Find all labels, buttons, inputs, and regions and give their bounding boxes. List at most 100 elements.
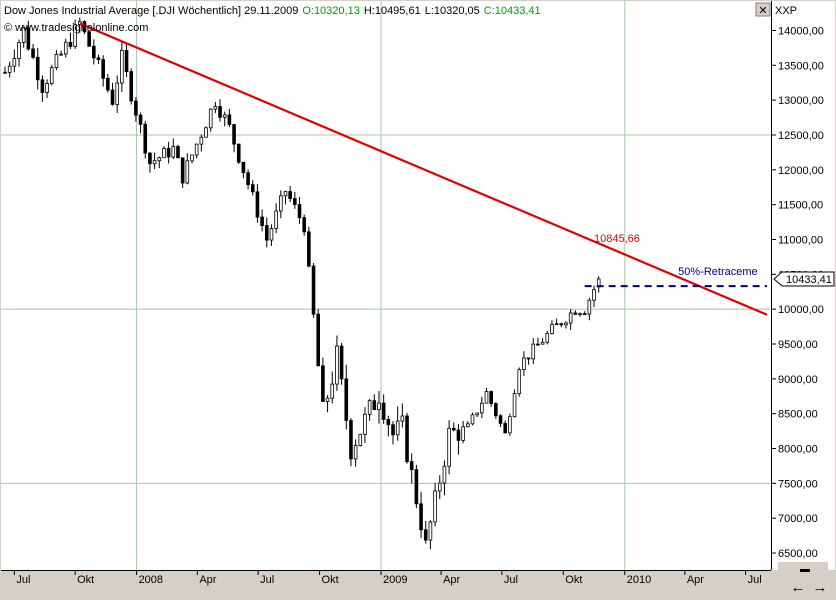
candle-body — [307, 231, 311, 267]
candle-body — [124, 49, 129, 72]
candle-body — [208, 108, 213, 129]
candle-body — [143, 123, 148, 154]
candle-body — [274, 210, 278, 229]
arrow-right-icon: → — [813, 579, 828, 596]
candle-body — [269, 228, 274, 241]
candle-body — [148, 152, 152, 165]
candle-body — [470, 414, 475, 425]
candle-body — [232, 124, 236, 145]
candle-body — [120, 49, 124, 84]
candle-body — [372, 400, 377, 410]
x-tick-label: Jul — [16, 574, 30, 586]
candle-body — [17, 42, 21, 59]
candle-body — [405, 415, 409, 463]
candle-body — [166, 148, 171, 158]
candle-body — [63, 41, 68, 55]
candle-body — [255, 191, 260, 218]
minimize-icon: ▬ — [800, 564, 810, 575]
candle-body — [409, 461, 414, 471]
arrow-left-icon: ← — [791, 579, 806, 596]
candle-body — [260, 216, 264, 226]
x-tick-label: Jul — [504, 574, 518, 586]
candle-body — [564, 322, 568, 326]
candle-body — [522, 357, 526, 371]
candle-body — [536, 343, 540, 346]
candle-body — [283, 191, 288, 197]
candle-body — [12, 58, 17, 67]
y-tick-label: 8000,00 — [778, 444, 818, 456]
candle-body — [227, 114, 232, 125]
scroll-right-button[interactable] — [810, 577, 830, 595]
x-tick-label: Okt — [77, 574, 94, 586]
candle-body — [400, 415, 405, 422]
watermark: © www.tradesignalonline.com — [4, 22, 148, 34]
plot-area[interactable] — [1, 1, 771, 570]
candle-body — [236, 143, 241, 163]
candle-body — [428, 521, 433, 541]
candle-body — [447, 427, 451, 467]
candle-body — [559, 323, 564, 326]
y-tick-label: 11500,00 — [778, 200, 823, 212]
candle-body — [461, 426, 465, 441]
candle-body — [451, 427, 456, 431]
candle-body — [358, 433, 363, 446]
candle-body — [437, 482, 442, 492]
candle-body — [101, 59, 105, 79]
candle-body — [246, 172, 250, 186]
x-tick-label: Okt — [565, 574, 582, 586]
minimize-button[interactable] — [778, 562, 828, 574]
x-tick-label: Apr — [687, 574, 704, 586]
candle-body — [489, 391, 493, 405]
candle-body — [386, 419, 391, 426]
candle-body — [162, 148, 166, 159]
x-tick-label: Jul — [260, 574, 274, 586]
candle-body — [185, 160, 190, 184]
candle-body — [508, 416, 512, 434]
candle-body — [480, 402, 484, 414]
candle-body — [7, 65, 12, 73]
candle-body — [554, 323, 559, 326]
candle-body — [377, 402, 381, 410]
navigation: ▬ ← → — [778, 562, 830, 596]
candle-body — [250, 184, 255, 193]
candle-body — [456, 429, 461, 441]
y-tick-label: 9000,00 — [778, 374, 818, 386]
candle-body — [54, 54, 59, 69]
candle-body — [349, 420, 353, 460]
candle-body — [194, 143, 199, 156]
candle-body — [264, 225, 269, 241]
close-button[interactable] — [755, 2, 771, 17]
y-tick-label: 12000,00 — [778, 165, 824, 177]
candle-body — [391, 424, 395, 436]
last-price-badge: 10433,41 — [773, 271, 835, 287]
y-tick-label: 7000,00 — [778, 513, 818, 525]
retracement-label: 50%-Retraceme — [678, 266, 757, 278]
candle-body — [302, 217, 306, 233]
y-tick-label: 13000,00 — [778, 95, 824, 107]
candle-body — [222, 114, 227, 118]
candle-body — [344, 378, 349, 421]
trendline[interactable] — [79, 22, 768, 316]
candle-body — [176, 146, 180, 159]
x-tick-label: 2010 — [627, 574, 651, 586]
scroll-left-button[interactable] — [788, 577, 808, 595]
candle-body — [433, 490, 437, 523]
candle-body — [68, 41, 73, 47]
close-value: C:10433,41 — [484, 5, 541, 17]
candle-body — [288, 191, 292, 200]
y-tick-label: 6500,00 — [778, 548, 818, 560]
candle-body — [40, 79, 45, 93]
y-tick-label: 14000,00 — [778, 25, 824, 37]
open-value: O:10320,13 — [302, 5, 360, 17]
trendline-label: 10845,66 — [594, 233, 640, 245]
candle-body — [381, 402, 386, 420]
candle-body — [587, 299, 592, 315]
candle-body — [353, 445, 358, 460]
candle-body — [592, 289, 596, 301]
candle-body — [550, 324, 554, 334]
candle-body — [395, 420, 400, 436]
candle-body — [92, 45, 96, 59]
candle-body — [31, 48, 35, 58]
candle-body — [363, 413, 367, 435]
